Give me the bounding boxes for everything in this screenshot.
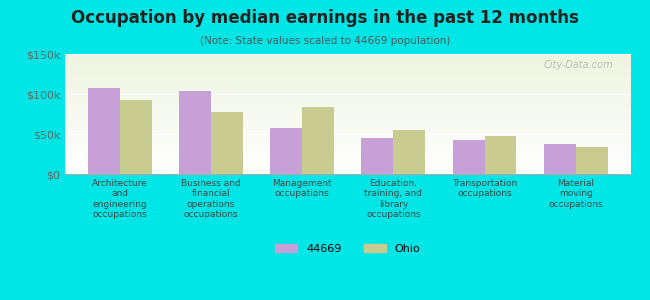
Text: City-Data.com: City-Data.com [544,60,614,70]
Bar [393,130,425,174]
Bar [179,91,211,174]
Bar [302,107,334,174]
Bar [452,140,484,174]
Bar [88,88,120,174]
Bar [576,147,608,174]
Bar [211,112,243,174]
Legend: 44669, Ohio: 44669, Ohio [270,240,425,258]
Bar [361,138,393,174]
Bar [544,144,576,174]
Text: (Note: State values scaled to 44669 population): (Note: State values scaled to 44669 popu… [200,36,450,46]
Bar [484,136,517,174]
Bar [270,128,302,174]
Text: Occupation by median earnings in the past 12 months: Occupation by median earnings in the pas… [71,9,579,27]
Bar [120,100,151,174]
